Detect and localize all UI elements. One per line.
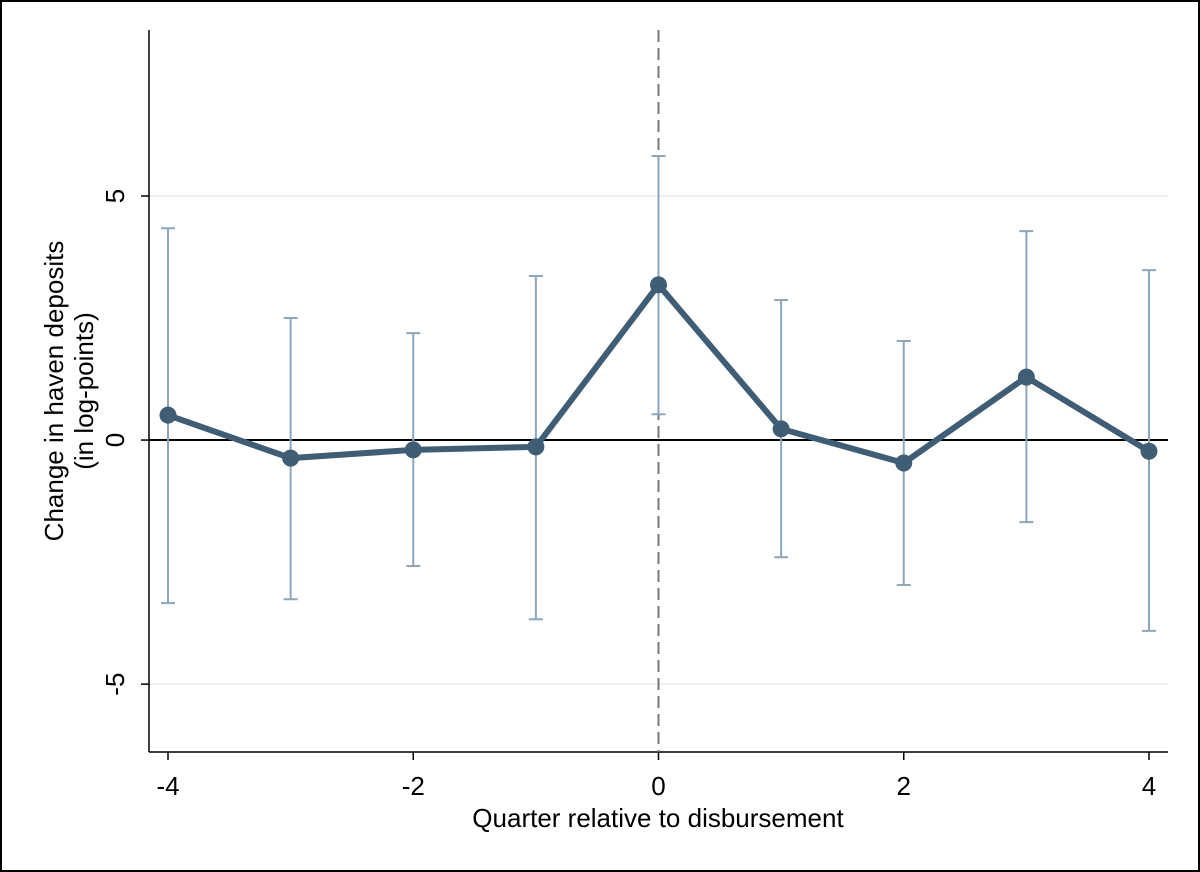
data-point <box>282 449 300 467</box>
x-tick-label: 2 <box>897 771 911 801</box>
y-axis-label: (in log-points) <box>69 312 99 470</box>
y-tick-label: 5 <box>100 189 130 203</box>
data-point <box>772 420 790 438</box>
data-point <box>527 438 545 456</box>
y-axis-label: Change in haven deposits <box>39 241 69 542</box>
data-point <box>650 276 667 294</box>
y-tick-label: -5 <box>100 673 130 696</box>
x-tick-label: 0 <box>651 771 665 801</box>
data-point <box>404 441 422 459</box>
data-point <box>159 406 177 424</box>
data-point <box>895 454 913 472</box>
x-tick-label: 4 <box>1142 771 1156 801</box>
x-tick-label: -4 <box>156 771 179 801</box>
data-point <box>1017 368 1035 386</box>
x-tick-label: -2 <box>402 771 425 801</box>
y-tick-label: 0 <box>100 433 130 447</box>
data-point <box>1140 442 1158 460</box>
x-axis-label: Quarter relative to disbursement <box>472 803 844 833</box>
